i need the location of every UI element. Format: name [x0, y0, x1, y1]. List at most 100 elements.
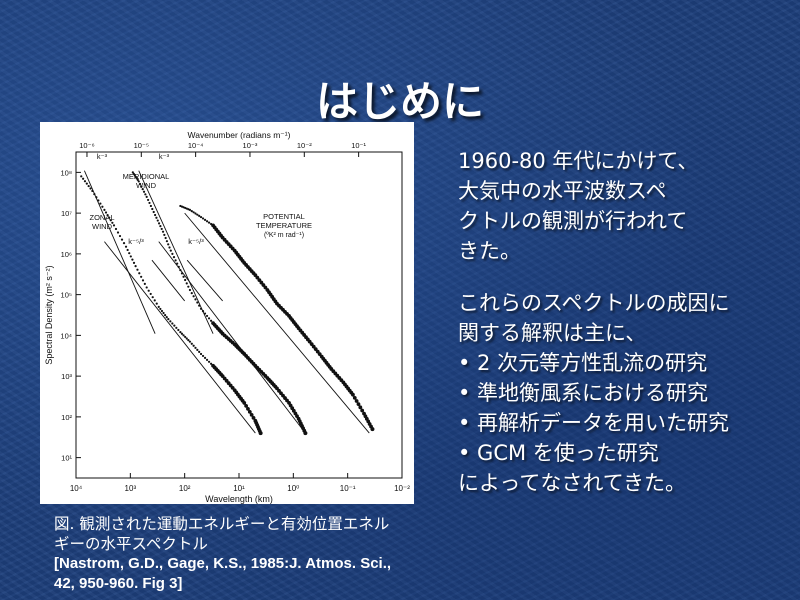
bullet-item: • 2 次元等方性乱流の研究: [458, 351, 708, 375]
data-point: [169, 249, 172, 252]
data-point: [143, 282, 146, 285]
data-point: [136, 268, 139, 271]
data-point: [144, 193, 147, 196]
intro-line: 大気中の水平波数スペ: [458, 179, 667, 203]
data-point: [145, 286, 148, 289]
data-point: [205, 358, 209, 361]
x-tick-label: 10⁴: [70, 484, 83, 493]
data-point: [149, 204, 152, 208]
data-point: [89, 187, 92, 190]
intro-paragraph: 1960-80 年代にかけて、 大気中の水平波数スペ クトルの観測が行われて き…: [458, 146, 798, 266]
data-point: [101, 205, 104, 208]
data-point: [205, 220, 209, 223]
data-point: [134, 265, 137, 268]
data-point: [93, 193, 96, 196]
data-point: [201, 217, 205, 220]
data-point: [203, 218, 207, 221]
data-point: [128, 252, 131, 255]
y-tick-label: 10⁷: [61, 209, 72, 218]
data-point: [174, 259, 177, 262]
caption-reference-2: 42, 950-960. Fig 3]: [54, 575, 183, 592]
chart-annotation: k⁻³: [97, 152, 108, 161]
data-point: [187, 285, 190, 288]
data-point: [209, 319, 213, 322]
data-point: [180, 272, 184, 275]
data-point: [140, 275, 143, 278]
data-point: [122, 242, 126, 245]
data-point: [147, 289, 150, 292]
x2-tick-label: 10⁻⁵: [134, 141, 149, 150]
data-point: [163, 233, 166, 236]
data-point: [207, 360, 211, 363]
figure-caption: 図. 観測された運動エネルギーと有効位置エネル ギーの水平スペクトル [Nast…: [54, 514, 434, 594]
chart-annotation: k⁻³: [159, 152, 170, 161]
data-point: [173, 324, 176, 327]
interpretation-line: 関する解釈は主に、: [458, 321, 647, 345]
data-point: [82, 177, 85, 180]
data-point: [354, 399, 359, 403]
data-point: [91, 189, 94, 193]
caption-line-1: 図. 観測された運動エネルギーと有効位置エネル: [54, 515, 390, 533]
reference-slope-line: [151, 259, 186, 302]
data-point: [177, 265, 180, 268]
data-point: [203, 356, 207, 359]
data-point: [192, 344, 195, 347]
data-point: [165, 240, 169, 243]
data-point: [131, 258, 134, 261]
data-point: [179, 268, 182, 272]
data-point: [251, 415, 256, 420]
data-point: [356, 402, 361, 407]
reference-slope-line: [184, 212, 370, 434]
data-point: [154, 213, 157, 217]
y-tick-label: 10³: [61, 372, 72, 381]
intro-line: クトルの観測が行われて: [458, 209, 688, 233]
chart-annotation: WIND: [136, 181, 157, 190]
data-point: [196, 348, 199, 351]
caption-reference-1: [Nastrom, G.D., Gage, K.S., 1985:J. Atmo…: [54, 555, 392, 572]
data-point: [190, 342, 193, 345]
data-point: [180, 332, 184, 335]
data-point: [160, 309, 164, 313]
data-point: [111, 221, 114, 224]
x2-axis-title: Wavenumber (radians m⁻¹): [188, 130, 291, 140]
intro-line: 1960-80 年代にかけて、: [458, 149, 699, 173]
data-point: [83, 180, 87, 183]
data-point: [157, 305, 160, 308]
reference-slope-line: [186, 259, 223, 302]
data-point: [95, 196, 98, 199]
y-tick-label: 10⁴: [60, 331, 72, 340]
data-point: [162, 311, 165, 315]
chart-annotation: k⁻⁵/³: [188, 237, 204, 246]
data-point: [209, 362, 213, 365]
data-point: [149, 292, 152, 296]
data-point: [165, 316, 168, 319]
data-point: [141, 188, 144, 191]
x-tick-label: 10²: [179, 484, 191, 493]
data-point: [244, 404, 249, 408]
data-point: [99, 202, 102, 205]
data-point: [198, 350, 201, 354]
x-tick-label: 10⁰: [287, 484, 299, 493]
data-point: [97, 199, 100, 202]
data-point: [167, 243, 170, 246]
data-point: [164, 236, 167, 240]
x2-tick-label: 10⁻²: [297, 141, 312, 150]
data-point: [179, 331, 182, 334]
data-point: [203, 312, 207, 315]
data-point: [194, 212, 197, 215]
data-point: [145, 195, 148, 199]
data-point: [171, 322, 174, 325]
intro-line: きた。: [458, 239, 521, 263]
reference-slope-line: [138, 170, 214, 334]
data-point: [153, 299, 156, 302]
data-point: [190, 292, 193, 295]
data-point: [167, 318, 170, 321]
data-point: [112, 224, 116, 227]
data-point: [157, 222, 161, 225]
data-point: [141, 279, 145, 282]
y-tick-label: 10⁸: [60, 168, 72, 177]
data-point: [185, 337, 188, 340]
data-point: [249, 412, 254, 417]
chart-annotation: MERIDIONAL: [123, 172, 170, 181]
data-point: [188, 288, 192, 292]
